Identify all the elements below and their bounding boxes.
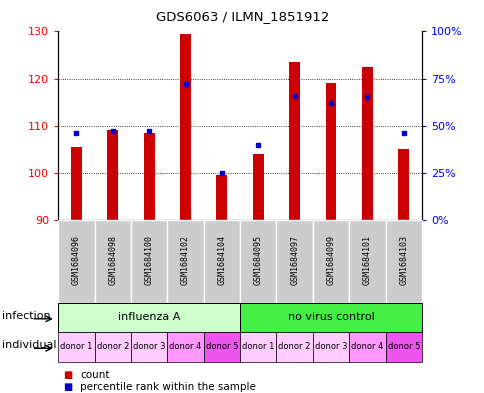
Text: donor 4: donor 4 [350,342,383,351]
Bar [312,220,348,303]
Bar [240,332,276,362]
Text: donor 5: donor 5 [205,342,238,351]
Text: donor 5: donor 5 [387,342,419,351]
Bar [58,303,240,332]
Text: ■: ■ [63,370,72,380]
Bar [203,332,240,362]
Text: no virus control: no virus control [287,312,374,322]
Text: donor 1: donor 1 [242,342,274,351]
Bar [203,220,240,303]
Bar [276,332,312,362]
Bar [143,133,154,220]
Bar [180,34,191,220]
Text: count: count [80,370,109,380]
Text: GSM1684102: GSM1684102 [181,235,190,285]
Bar [240,303,421,332]
Text: donor 3: donor 3 [133,342,165,351]
Text: GSM1684096: GSM1684096 [72,235,81,285]
Text: donor 1: donor 1 [60,342,92,351]
Bar [167,220,203,303]
Bar [94,220,131,303]
Text: donor 4: donor 4 [169,342,201,351]
Text: donor 2: donor 2 [96,342,129,351]
Text: donor 2: donor 2 [278,342,310,351]
Bar [276,220,312,303]
Bar [348,220,385,303]
Text: individual: individual [2,340,57,350]
Bar [167,332,203,362]
Text: influenza A: influenza A [118,312,180,322]
Bar [94,332,131,362]
Bar [58,220,94,303]
Text: GSM1684101: GSM1684101 [362,235,371,285]
Text: ■: ■ [63,382,72,392]
Bar [58,332,94,362]
Text: GSM1684098: GSM1684098 [108,235,117,285]
Bar [288,62,300,220]
Text: GSM1684100: GSM1684100 [144,235,153,285]
Bar [325,83,336,220]
Text: GSM1684097: GSM1684097 [289,235,299,285]
Text: percentile rank within the sample: percentile rank within the sample [80,382,256,392]
Bar [252,154,263,220]
Text: GSM1684095: GSM1684095 [253,235,262,285]
Bar [312,332,348,362]
Bar [131,332,167,362]
Text: infection: infection [2,311,51,321]
Bar [240,220,276,303]
Bar [385,332,421,362]
Bar [361,67,372,220]
Bar [131,220,167,303]
Text: GSM1684103: GSM1684103 [398,235,408,285]
Bar [216,175,227,220]
Text: GSM1684099: GSM1684099 [326,235,335,285]
Bar [71,147,82,220]
Text: donor 3: donor 3 [314,342,347,351]
Bar [397,149,408,220]
Bar [348,332,385,362]
Bar [385,220,421,303]
Text: GDS6063 / ILMN_1851912: GDS6063 / ILMN_1851912 [155,10,329,23]
Bar [107,130,118,220]
Text: GSM1684104: GSM1684104 [217,235,226,285]
